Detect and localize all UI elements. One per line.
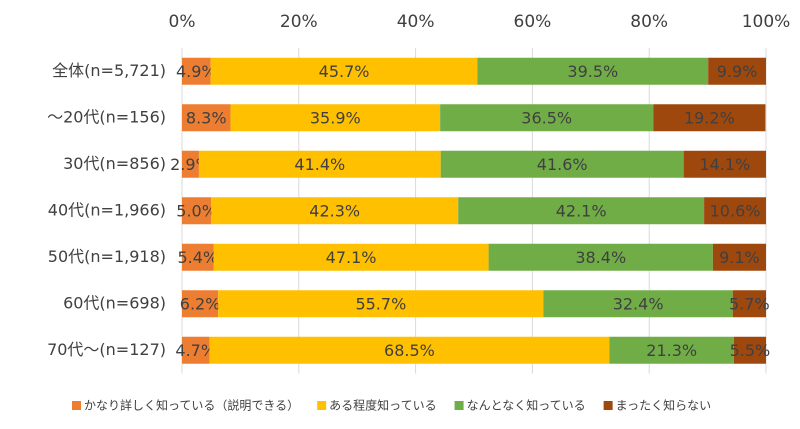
- bar-segment: [712, 243, 766, 271]
- bar-segment: [182, 336, 210, 364]
- data-label: 42.1%: [556, 201, 607, 220]
- legend-label: なんとなく知っている: [467, 399, 586, 413]
- bar-segment: [182, 243, 214, 271]
- bar-segment: [477, 57, 709, 85]
- x-tick-label: 60%: [514, 12, 552, 32]
- category-label: 60代(n=698): [63, 293, 166, 312]
- data-label: 4.9%: [176, 62, 217, 81]
- category-label: 40代(n=1,966): [48, 200, 166, 219]
- legend-swatch: [72, 401, 81, 410]
- bar-segment: [732, 290, 766, 318]
- legend-swatch: [454, 401, 464, 410]
- bar-segment: [230, 104, 441, 132]
- data-label: 5.0%: [176, 201, 217, 220]
- bar-segment: [182, 104, 231, 132]
- bar-segment: [218, 290, 544, 318]
- data-label: 4.7%: [175, 341, 216, 360]
- data-label: 8.3%: [186, 108, 227, 127]
- bar-segment: [704, 197, 766, 225]
- bar-segment: [543, 290, 733, 318]
- data-label: 5.5%: [730, 341, 771, 360]
- bar-segment: [182, 150, 199, 178]
- bar-segment: [213, 243, 489, 271]
- x-tick-label: 80%: [630, 12, 668, 32]
- category-label: 50代(n=1,918): [48, 247, 166, 266]
- data-label: 19.2%: [684, 108, 735, 127]
- data-label: 39.5%: [567, 62, 618, 81]
- bar-segment: [209, 336, 610, 364]
- x-tick-label: 40%: [397, 12, 435, 32]
- data-label: 5.4%: [177, 248, 218, 267]
- bar-segment: [458, 197, 705, 225]
- data-label: 47.1%: [326, 248, 377, 267]
- data-label: 41.6%: [537, 155, 588, 174]
- x-tick-label: 0%: [169, 12, 196, 32]
- bar-segment: [653, 104, 766, 132]
- bar-segment: [211, 197, 459, 225]
- data-label: 36.5%: [521, 108, 572, 127]
- data-label: 32.4%: [613, 294, 664, 313]
- data-label: 9.1%: [719, 248, 760, 267]
- category-label: ～20代(n=156): [47, 107, 166, 126]
- x-tick-label: 100%: [742, 12, 791, 32]
- data-label: 42.3%: [309, 201, 360, 220]
- bar-segment: [210, 57, 478, 85]
- bar-segment: [609, 336, 734, 364]
- data-label: 10.6%: [710, 201, 761, 220]
- data-label: 45.7%: [319, 62, 370, 81]
- data-label: 41.4%: [294, 155, 345, 174]
- data-label: 5.7%: [729, 294, 770, 313]
- legend-swatch: [603, 401, 613, 410]
- bar-segment: [708, 57, 766, 85]
- legend-label: ある程度知っている: [329, 398, 436, 413]
- bar-segment: [182, 197, 212, 225]
- bar-segment: [488, 243, 713, 271]
- data-label: 38.4%: [575, 248, 626, 267]
- data-label: 6.2%: [180, 294, 221, 313]
- legend-swatch: [317, 401, 327, 410]
- data-label: 35.9%: [310, 108, 361, 127]
- data-label: 21.3%: [646, 341, 697, 360]
- bar-segment: [198, 150, 441, 178]
- data-label: 14.1%: [699, 155, 750, 174]
- data-label: 9.9%: [717, 62, 758, 81]
- data-label: 68.5%: [384, 341, 435, 360]
- data-label: 55.7%: [355, 294, 406, 313]
- category-label: 30代(n=856): [63, 154, 166, 173]
- bar-segment: [733, 336, 766, 364]
- bar-segment: [182, 57, 211, 85]
- bar-segment: [440, 104, 654, 132]
- category-label: 全体(n=5,721): [52, 61, 166, 80]
- bar-segment: [440, 150, 684, 178]
- legend-label: まったく知らない: [616, 399, 712, 413]
- legend-label: かなり詳しく知っている（説明できる）: [84, 398, 299, 413]
- x-tick-label: 20%: [280, 12, 318, 32]
- category-label: 70代～(n=127): [47, 340, 166, 359]
- bar-segment: [182, 290, 219, 318]
- bar-segment: [683, 150, 766, 178]
